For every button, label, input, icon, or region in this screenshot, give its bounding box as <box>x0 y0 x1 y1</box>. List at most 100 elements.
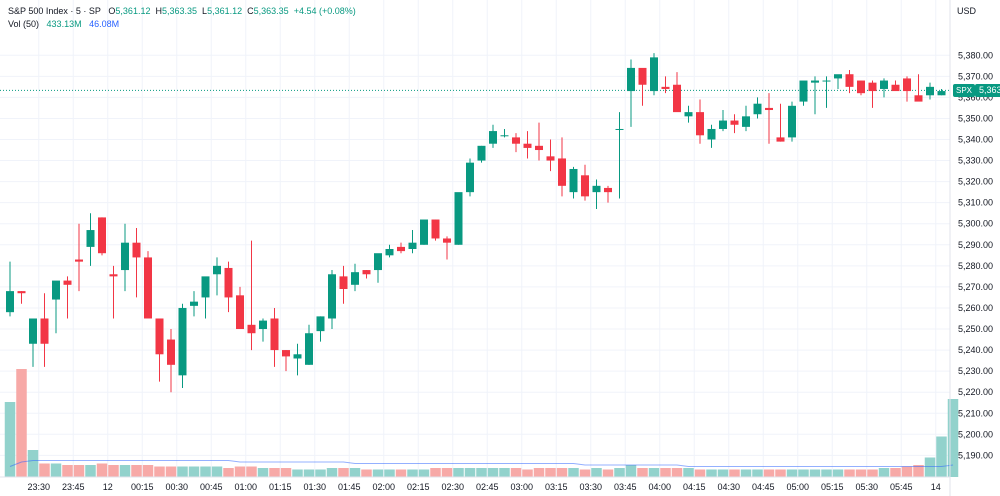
candle-body <box>822 80 831 82</box>
price-tick-label: 5,230.00 <box>958 366 993 376</box>
volume-bar <box>913 465 924 477</box>
candle-body <box>374 253 382 271</box>
candle <box>178 303 187 388</box>
volume-bar <box>867 469 878 477</box>
candle <box>454 192 463 245</box>
candle <box>6 261 14 317</box>
candle-body <box>834 74 842 79</box>
candle-body <box>270 318 279 351</box>
high-value: 5,363.35 <box>161 6 198 16</box>
candle <box>224 261 233 313</box>
low-label: L <box>202 6 208 16</box>
candle-body <box>362 270 371 275</box>
candle-body <box>811 80 819 83</box>
candle <box>512 133 520 153</box>
candle <box>144 251 152 319</box>
volume-bar <box>821 469 832 477</box>
candle-body <box>581 175 589 197</box>
volume-bar <box>706 469 717 477</box>
candle <box>362 270 371 279</box>
time-tick-label: 00:45 <box>200 482 223 492</box>
last-price-tag: 5,363.35 <box>975 83 1000 97</box>
volume-bar <box>292 469 303 477</box>
candle-body <box>305 333 313 365</box>
candle <box>857 80 865 96</box>
volume-bar <box>407 469 418 477</box>
candle-body <box>224 267 233 298</box>
candle-body <box>282 350 290 357</box>
candle-body <box>661 86 670 89</box>
candle <box>98 217 106 256</box>
candle <box>558 137 566 197</box>
candle <box>190 291 198 317</box>
volume-bar <box>27 450 39 477</box>
volume-label: Vol (50) <box>8 19 40 29</box>
candle <box>868 80 877 108</box>
time-tick-label: 03:15 <box>545 482 568 492</box>
candle-body <box>868 82 877 92</box>
volume-bar <box>936 436 947 477</box>
candle-body <box>109 274 118 277</box>
time-tick-label: 00:30 <box>165 482 188 492</box>
price-axis[interactable]: 5,190.00 5,200.00 5,210.00 5,220.00 5,230.00… <box>958 50 993 460</box>
candle-body <box>615 128 624 130</box>
candle <box>247 240 256 351</box>
candle <box>581 164 589 201</box>
candle-body <box>604 187 612 193</box>
open-label: O <box>108 6 116 16</box>
candle-body <box>52 280 60 300</box>
volume-bar <box>476 468 487 477</box>
volume-bar <box>326 468 338 477</box>
candle <box>822 76 831 108</box>
candle-body <box>247 324 256 334</box>
price-tick-label: 5,210.00 <box>958 408 993 418</box>
candle <box>811 76 819 115</box>
price-tick-label: 5,330.00 <box>958 156 993 166</box>
candle-body <box>684 112 693 117</box>
candle-body <box>397 246 405 252</box>
candle <box>500 128 509 138</box>
price-tick-label: 5,370.00 <box>958 71 993 81</box>
candle <box>466 158 474 197</box>
volume-bar <box>740 469 752 477</box>
candle <box>719 110 727 132</box>
volume-bar <box>637 468 648 477</box>
time-tick-label: 03:30 <box>579 482 602 492</box>
candle <box>765 93 773 144</box>
volume-bar <box>269 468 280 477</box>
volume-bar <box>16 369 27 477</box>
volume-bar <box>602 469 614 477</box>
candle <box>834 74 842 89</box>
candle <box>730 114 739 134</box>
volume-bar <box>556 468 568 477</box>
candle-body <box>121 242 129 271</box>
volume-bar <box>200 466 211 477</box>
candle <box>167 329 175 393</box>
candle-body <box>535 145 543 151</box>
candle <box>408 230 417 254</box>
candle-body <box>857 80 865 94</box>
volume-bar <box>522 469 533 477</box>
volume-bar <box>832 469 844 477</box>
candle <box>615 112 624 199</box>
volume-value: 433.13M <box>46 19 82 29</box>
candle <box>236 286 244 330</box>
volume-bar <box>798 469 809 477</box>
time-axis[interactable]: 23:30 23:45 12 00:15 00:30 00:45 01:00 01:15 01:… <box>27 482 940 492</box>
volume-bar <box>510 468 522 477</box>
volume-bar <box>165 466 177 477</box>
candle <box>29 318 37 367</box>
candle <box>155 318 164 382</box>
candle <box>742 105 750 132</box>
volume-bar <box>729 469 740 477</box>
volume-bar <box>579 469 591 477</box>
candle-body <box>466 162 474 193</box>
grid-lines <box>0 0 950 477</box>
price-tick-label: 5,380.00 <box>958 50 993 60</box>
candle <box>523 131 532 159</box>
candle-body <box>201 276 210 298</box>
candle-body <box>408 242 417 249</box>
candle-body <box>132 242 141 258</box>
candle <box>385 244 394 258</box>
